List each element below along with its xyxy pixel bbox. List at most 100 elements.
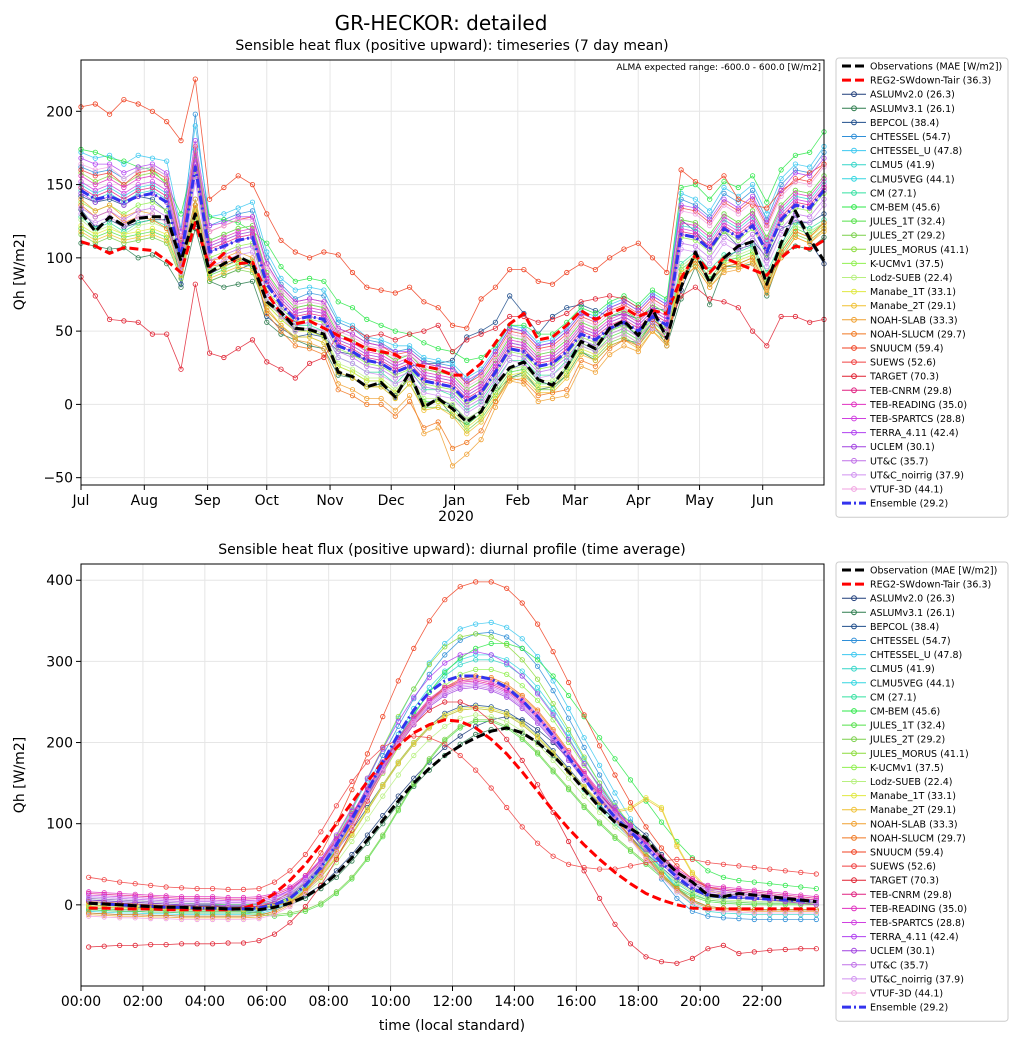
diurnal-point-teb-spartcs-28-8 bbox=[86, 892, 92, 898]
timeseries-point-teb-reading-35-0 bbox=[349, 340, 356, 346]
timeseries-point-ut-c-35-7 bbox=[549, 366, 556, 372]
diurnal-point-chtessel-54-7 bbox=[813, 916, 819, 923]
diurnal-point-clmu5-41-9 bbox=[813, 911, 819, 918]
diurnal-point-ut-c-35-7 bbox=[163, 899, 169, 906]
diurnal-legend-marker bbox=[851, 764, 857, 771]
timeseries-point-noah-slab-33-3 bbox=[521, 381, 527, 387]
diurnal-point-ut-c-noirrig-37-9 bbox=[101, 894, 107, 901]
timeseries-point-target-70-3 bbox=[121, 318, 127, 324]
diurnal-point-teb-cnrm-29-8 bbox=[86, 890, 92, 897]
timeseries-point-noah-slab-33-3 bbox=[364, 395, 370, 402]
timeseries-point-noah-slab-33-3 bbox=[306, 340, 313, 346]
diurnal-point-ut-c-35-7 bbox=[210, 900, 216, 906]
timeseries-point-cm-bem-45-6 bbox=[235, 220, 241, 226]
diurnal-point-chtessel-u-47-8 bbox=[504, 624, 510, 630]
timeseries-point-target-70-3 bbox=[749, 328, 756, 334]
timeseries-point-vtuf-3d-44-1 bbox=[764, 225, 770, 232]
timeseries-point-teb-reading-35-0 bbox=[707, 234, 713, 240]
timeseries-point-bepcol-38-4 bbox=[592, 307, 599, 314]
timeseries-point-teb-spartcs-28-8 bbox=[292, 310, 298, 317]
timeseries-point-uclem-30-1 bbox=[92, 199, 98, 205]
timeseries-point-chtessel-54-7 bbox=[749, 187, 756, 193]
timeseries-point-chtessel-u-47-8 bbox=[764, 211, 770, 217]
timeseries-point-jules-morus-41-1 bbox=[292, 305, 298, 311]
timeseries-legend-label: CLMU5VEG (44.1) bbox=[870, 174, 955, 185]
diurnal-point-jules-morus-41-1 bbox=[426, 661, 432, 668]
timeseries-point-ut-c-35-7 bbox=[364, 363, 370, 369]
diurnal-point-ut-c-noirrig-37-9 bbox=[271, 895, 278, 902]
timeseries-legend-marker bbox=[851, 161, 857, 168]
diurnal-point-cm-bem-45-6 bbox=[596, 735, 603, 741]
timeseries-point-chtessel-54-7 bbox=[421, 357, 427, 363]
timeseries-point-manabe-2t-29-1 bbox=[149, 231, 155, 237]
timeseries-series-noah-slucm-29-7 bbox=[80, 204, 825, 449]
timeseries-point-target-70-3 bbox=[507, 313, 513, 320]
timeseries-point-snuucm-59-4 bbox=[507, 266, 513, 273]
timeseries-point-teb-spartcs-28-8 bbox=[735, 228, 741, 235]
timeseries-point-vtuf-3d-44-1 bbox=[592, 322, 599, 328]
diurnal-point-cm-bem-45-6 bbox=[767, 881, 773, 887]
timeseries-point-jules-morus-41-1 bbox=[649, 302, 656, 308]
timeseries-point-snuucm-59-4 bbox=[664, 269, 670, 276]
timeseries-point-jules-morus-41-1 bbox=[435, 369, 441, 375]
diurnal-legend-marker bbox=[851, 609, 857, 616]
diurnal-point-teb-reading-35-0 bbox=[256, 894, 262, 900]
diurnal-point-target-70-3 bbox=[596, 895, 603, 902]
timeseries-point-snuucm-59-4 bbox=[221, 184, 227, 191]
timeseries-point-noah-slucm-29-7 bbox=[549, 390, 556, 396]
timeseries-point-target-70-3 bbox=[192, 281, 198, 287]
timeseries-point-jules-2t-29-2 bbox=[107, 234, 113, 240]
timeseries-point-target-70-3 bbox=[478, 331, 484, 337]
timeseries-point-target-70-3 bbox=[592, 296, 599, 302]
timeseries-point-noah-slab-33-3 bbox=[635, 348, 641, 355]
timeseries-point-lodz-sueb-22-4 bbox=[792, 223, 799, 229]
timeseries-point-ut-c-noirrig-37-9 bbox=[364, 369, 370, 375]
timeseries-point-manabe-2t-29-1 bbox=[735, 263, 741, 270]
timeseries-point-ut-c-35-7 bbox=[435, 387, 441, 393]
diurnal-point-ut-c-noirrig-37-9 bbox=[163, 898, 169, 904]
timeseries-legend-marker bbox=[851, 246, 857, 253]
timeseries-point-clmu5-41-9 bbox=[792, 193, 799, 199]
timeseries-point-vtuf-3d-44-1 bbox=[406, 351, 413, 358]
diurnal-point-manabe-2t-29-1 bbox=[364, 808, 370, 814]
timeseries-point-bepcol-38-4 bbox=[564, 305, 570, 311]
diurnal-point-terra-4-11-42-4 bbox=[442, 660, 448, 666]
diurnal-point-noah-slucm-29-7 bbox=[101, 911, 107, 917]
timeseries-point-teb-spartcs-28-8 bbox=[392, 363, 398, 369]
timeseries-point-manabe-1t-33-1 bbox=[592, 351, 599, 358]
timeseries-point-terra-4-11-42-4 bbox=[635, 307, 641, 314]
diurnal-point-lodz-sueb-22-4 bbox=[550, 757, 556, 764]
timeseries-point-chtessel-54-7 bbox=[721, 190, 727, 196]
diurnal-point-suews-52-6 bbox=[581, 864, 587, 871]
diurnal-point-suews-52-6 bbox=[225, 886, 231, 893]
diurnal-point-lodz-sueb-22-4 bbox=[349, 838, 355, 845]
diurnal-point-teb-spartcs-28-8 bbox=[720, 887, 727, 893]
timeseries-point-k-ucmv1-37-5 bbox=[449, 387, 456, 393]
timeseries-point-target-70-3 bbox=[607, 293, 613, 299]
timeseries-point-target-70-3 bbox=[178, 366, 184, 372]
timeseries-point-lodz-sueb-22-4 bbox=[92, 228, 98, 235]
timeseries-point-teb-spartcs-28-8 bbox=[592, 331, 599, 337]
timeseries-point-manabe-1t-33-1 bbox=[735, 258, 741, 264]
timeseries-point-manabe-2t-29-1 bbox=[449, 413, 456, 419]
timeseries-point-k-ucmv1-37-5 bbox=[235, 243, 241, 249]
timeseries-point-ut-c-35-7 bbox=[707, 255, 713, 261]
timeseries-point-ut-c-35-7 bbox=[378, 366, 384, 372]
timeseries-point-chtessel-54-7 bbox=[335, 319, 341, 325]
timeseries-point-chtessel-54-7 bbox=[692, 202, 699, 208]
timeseries-point-ut-c-35-7 bbox=[778, 225, 784, 232]
timeseries-point-chtessel-u-47-8 bbox=[607, 302, 613, 308]
diurnal-point-manabe-2t-29-1 bbox=[488, 707, 494, 713]
timeseries-annotation: ALMA expected range: -600.0 - 600.0 [W/m… bbox=[616, 63, 821, 73]
timeseries-legend-marker bbox=[851, 218, 857, 225]
timeseries-point-suews-52-6 bbox=[107, 170, 113, 176]
diurnal-point-teb-cnrm-29-8 bbox=[117, 892, 123, 898]
timeseries-point-bepcol-38-4 bbox=[107, 196, 113, 202]
timeseries-point-vtuf-3d-44-1 bbox=[807, 182, 813, 188]
diurnal-point-chtessel-54-7 bbox=[457, 637, 463, 643]
diurnal-point-vtuf-3d-44-1 bbox=[333, 850, 339, 856]
diurnal-point-aslumv2-0-26-3 bbox=[411, 775, 417, 781]
diurnal-point-snuucm-59-4 bbox=[442, 597, 448, 603]
timeseries-point-snuucm-59-4 bbox=[264, 211, 270, 217]
diurnal-point-k-ucmv1-37-5 bbox=[550, 717, 556, 723]
